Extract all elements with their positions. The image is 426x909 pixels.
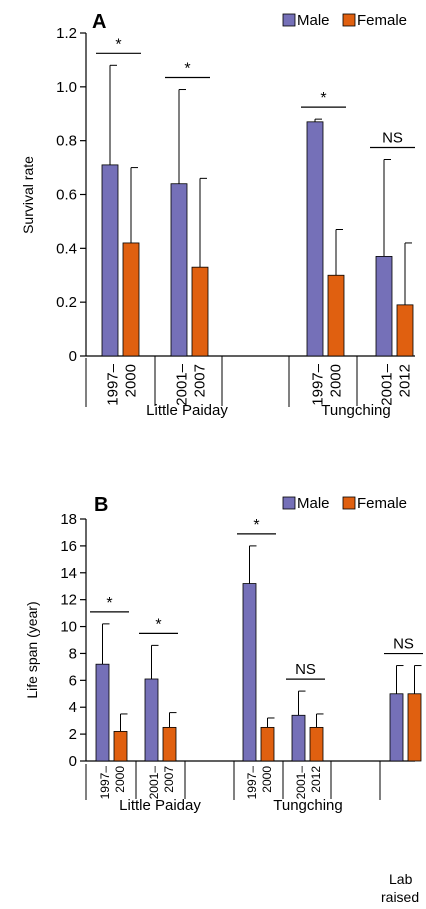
panel-a-label: A (92, 11, 106, 33)
x-tick-label: 2012 (309, 766, 323, 793)
bar-female (113, 731, 128, 762)
bar-male (242, 583, 257, 762)
significance-label: * (184, 61, 190, 78)
bar-male (389, 693, 404, 762)
y-tick-label: 0.6 (56, 187, 77, 204)
panel-b: B Life span (year) Male Female 0 2 4 6 8 10 12… (24, 494, 423, 905)
legend-label-female: Female (357, 12, 407, 29)
significance-label: NS (382, 130, 403, 147)
bar-female (309, 726, 324, 762)
x-tick-label: 2000 (260, 766, 274, 793)
x-tick-label: 1997– (310, 363, 327, 405)
bar-female (260, 726, 275, 762)
significance-label: * (155, 616, 161, 633)
bar-female (407, 693, 422, 762)
y-tick-label: 14 (60, 565, 77, 582)
panel-a-x-labels: 1997– 2000 2001– 2007 1997– 2000 2001– 2012 (105, 363, 414, 405)
bar-female (327, 274, 345, 357)
panel-a-legend: Male Female (282, 12, 407, 29)
panel-b-ylabel: Life span (year) (24, 601, 40, 698)
bar-male (291, 714, 306, 762)
bar-male (170, 183, 188, 357)
panel-b-label: B (94, 494, 108, 516)
x-tick-label: 2007 (192, 364, 209, 397)
y-tick-label: 0.4 (56, 240, 77, 257)
bar-male (144, 678, 159, 762)
legend-swatch-male (282, 496, 296, 510)
legend-swatch-female (342, 496, 356, 510)
panel-b-axes: 0 2 4 6 8 10 12 14 16 18 (60, 511, 415, 799)
legend-label-male: Male (297, 495, 330, 512)
y-tick-label: 6 (69, 672, 77, 689)
significance-label: * (106, 595, 112, 612)
y-tick-label: 12 (60, 592, 77, 609)
x-tick-label: 2001– (174, 363, 191, 405)
x-tick-label-group: 2001– 2012 (379, 363, 414, 405)
x-tick-label: 2000 (328, 364, 345, 397)
panel-b-site-label: raised (381, 889, 419, 905)
x-tick-label: 2001– (147, 766, 161, 800)
panel-a: A Survival rate Male Female 0 0.2 0.4 0.6 0.… (20, 11, 415, 419)
legend-label-female: Female (357, 495, 407, 512)
y-tick-label: 4 (69, 699, 77, 716)
y-tick-label: 16 (60, 538, 77, 555)
bar-female (396, 304, 414, 357)
x-tick-label: 2000 (123, 364, 140, 397)
x-tick-label: 1997– (245, 766, 259, 800)
significance-label: NS (393, 636, 414, 653)
x-tick-label-group: 1997– 2000 (105, 363, 140, 405)
panel-b-site-label: Tungching (273, 797, 343, 814)
significance-label: NS (295, 661, 316, 678)
significance-label: * (320, 90, 326, 107)
x-tick-label-group: 2001– 2012 (294, 766, 323, 800)
x-tick-label-group: 2001– 2007 (174, 363, 209, 405)
legend-swatch-male (282, 13, 296, 27)
bar-male (306, 121, 324, 357)
bar-male (375, 256, 393, 357)
x-tick-label: 2001– (379, 363, 396, 405)
x-tick-label: 2012 (397, 364, 414, 397)
x-tick-label-group: 2001– 2007 (147, 766, 176, 800)
y-tick-label: 18 (60, 511, 77, 528)
panel-b-site-label: Little Paiday (119, 797, 201, 814)
y-tick-label: 8 (69, 645, 77, 662)
panel-a-ylabel: Survival rate (20, 156, 36, 234)
legend-swatch-female (342, 13, 356, 27)
significance-label: * (115, 36, 121, 53)
y-tick-label: 0.2 (56, 294, 77, 311)
panel-a-site-label: Little Paiday (146, 402, 228, 419)
x-tick-label-group: 1997– 2000 (245, 766, 274, 800)
x-tick-label: 1997– (98, 766, 112, 800)
y-tick-label: 1.2 (56, 25, 77, 42)
panel-a-axes: 0 0.2 0.4 0.6 0.8 1.0 1.2 (56, 25, 415, 406)
x-tick-label-group: 1997– 2000 (310, 363, 345, 405)
x-tick-label: 1997– (105, 363, 122, 405)
panel-a-bars: * * * NS (96, 36, 415, 357)
y-tick-label: 0 (69, 753, 77, 770)
bar-male (101, 164, 119, 357)
bar-female (122, 242, 140, 357)
panel-b-x-labels: 1997– 2000 2001– 2007 1997– 2000 2001– 2012 (98, 766, 323, 800)
significance-label: * (253, 517, 259, 534)
y-tick-label: 0.8 (56, 133, 77, 150)
y-tick-label: 0 (69, 348, 77, 365)
y-tick-label: 10 (60, 619, 77, 636)
panel-b-site-label: Lab (389, 871, 413, 887)
x-tick-label: 2007 (162, 766, 176, 793)
legend-label-male: Male (297, 12, 330, 29)
panel-b-bars: * * * NS NS (90, 517, 423, 762)
panel-a-site-label: Tungching (321, 402, 391, 419)
y-tick-label: 1.0 (56, 79, 77, 96)
y-tick-label: 2 (69, 726, 77, 743)
bar-female (191, 266, 209, 357)
x-tick-label: 2000 (113, 766, 127, 793)
bar-female (162, 726, 177, 762)
panel-b-legend: Male Female (282, 495, 407, 512)
x-tick-label: 2001– (294, 766, 308, 800)
bar-male (95, 663, 110, 762)
x-tick-label-group: 1997– 2000 (98, 766, 127, 800)
